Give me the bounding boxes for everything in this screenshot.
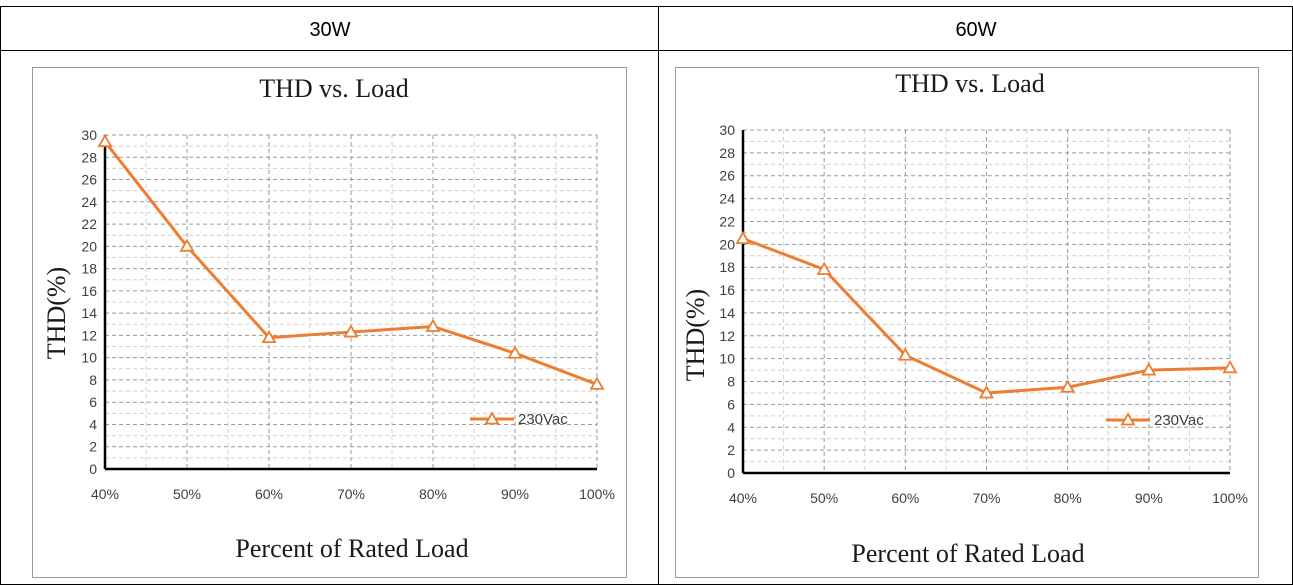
y-tick-label: 4 (727, 419, 735, 435)
y-tick-label: 0 (727, 465, 735, 481)
y-tick-label: 16 (719, 282, 735, 298)
data-point-marker (1222, 359, 1238, 374)
x-tick-label: 70% (972, 490, 1000, 506)
y-tick-label: 4 (89, 416, 97, 432)
y-tick-label: 0 (89, 461, 97, 477)
y-tick-label: 18 (719, 259, 735, 275)
y-tick-label: 6 (89, 394, 97, 410)
data-point-marker (261, 329, 277, 344)
y-tick-label: 2 (89, 439, 97, 455)
data-point-marker (897, 347, 913, 361)
y-tick-label: 10 (81, 350, 97, 366)
legend-marker (484, 411, 500, 425)
data-point-marker (507, 345, 523, 359)
x-tick-label: 90% (501, 486, 529, 502)
y-tick-label: 30 (719, 122, 735, 138)
x-tick-label: 90% (1135, 490, 1163, 506)
y-tick-label: 20 (81, 238, 97, 254)
chart-area-border (675, 67, 1259, 578)
data-point-marker (343, 324, 359, 338)
y-tick-label: 14 (81, 305, 97, 321)
data-point-marker (179, 238, 195, 252)
data-point-marker (97, 133, 113, 148)
y-tick-label: 8 (89, 372, 97, 388)
chart-title: THD vs. Load (895, 69, 1044, 98)
data-point-marker (425, 318, 441, 332)
y-tick-label: 12 (719, 328, 735, 344)
column-header-30w: 30W (309, 19, 350, 41)
y-tick-label: 20 (719, 236, 735, 252)
y-tick-label: 22 (719, 213, 735, 229)
y-tick-label: 30 (81, 127, 97, 143)
y-tick-label: 24 (719, 191, 735, 207)
y-tick-label: 26 (81, 172, 97, 188)
y-tick-label: 12 (81, 327, 97, 343)
x-tick-label: 40% (729, 490, 757, 506)
y-tick-label: 6 (727, 396, 735, 412)
x-axis-title: Percent of Rated Load (235, 534, 468, 563)
y-tick-label: 2 (727, 442, 735, 458)
data-point-marker (589, 376, 605, 390)
legend-marker (1120, 412, 1136, 426)
chart-30w: THD vs. Load Percent of Rated Load THD(%… (32, 67, 627, 578)
y-tick-label: 24 (81, 194, 97, 210)
data-point-marker (816, 261, 832, 275)
y-tick-label: 28 (81, 149, 97, 165)
data-point-marker (978, 385, 995, 399)
y-tick-label: 26 (719, 168, 735, 184)
data-point-marker (1141, 362, 1157, 376)
x-tick-label: 100% (579, 486, 615, 502)
legend-label: 230Vac (1154, 412, 1204, 429)
x-tick-label: 100% (1212, 490, 1248, 506)
x-tick-label: 70% (337, 486, 365, 502)
x-tick-label: 60% (255, 486, 283, 502)
y-axis-title: THD(%) (681, 289, 710, 381)
y-tick-label: 28 (719, 145, 735, 161)
y-tick-label: 22 (81, 216, 97, 232)
legend-label: 230Vac (518, 411, 568, 428)
y-tick-label: 14 (719, 305, 735, 321)
data-point-marker (735, 230, 751, 245)
x-axis-title: Percent of Rated Load (851, 539, 1084, 568)
y-tick-label: 8 (727, 374, 735, 390)
column-header-60w: 60W (955, 19, 996, 41)
x-tick-label: 80% (1054, 490, 1082, 506)
y-tick-label: 16 (81, 283, 97, 299)
x-tick-label: 50% (173, 486, 201, 502)
y-tick-label: 10 (719, 351, 735, 367)
x-tick-label: 50% (810, 490, 838, 506)
chart-area-border (32, 67, 627, 578)
x-tick-label: 60% (891, 490, 919, 506)
chart-title: THD vs. Load (259, 74, 408, 103)
y-axis-title: THD(%) (42, 267, 71, 359)
chart-60w: THD vs. Load Percent of Rated Load THD(%… (675, 67, 1259, 578)
data-point-marker (1060, 379, 1076, 393)
x-tick-label: 40% (91, 486, 119, 502)
x-tick-label: 80% (419, 486, 447, 502)
y-tick-label: 18 (81, 261, 97, 277)
